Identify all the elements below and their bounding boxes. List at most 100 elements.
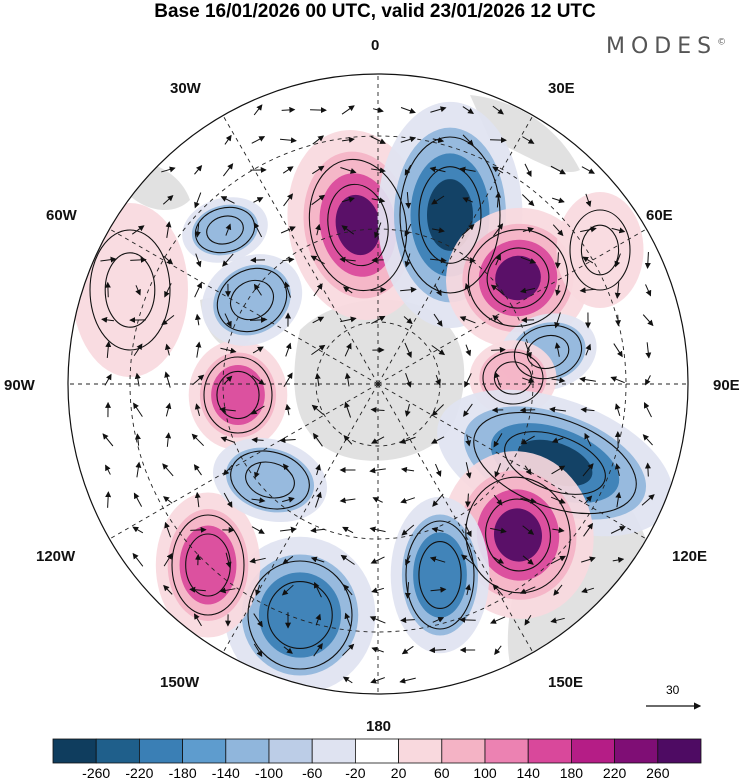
colorbar-swatch	[311, 738, 356, 764]
wind-arrow	[399, 436, 416, 444]
wind-arrow	[585, 343, 592, 356]
wind-arrow	[400, 136, 417, 143]
lon-label-180: 180	[366, 718, 392, 735]
wind-arrow	[283, 646, 293, 654]
wind-arrow	[249, 557, 266, 564]
contour-line	[486, 247, 550, 309]
wind-arrow	[494, 645, 502, 655]
wind-arrow	[579, 287, 596, 294]
wind-arrow	[370, 136, 386, 144]
wind-arrow	[315, 613, 322, 626]
wind-arrow	[435, 374, 441, 386]
wind-arrow	[552, 224, 564, 237]
wind-arrow	[645, 375, 651, 386]
wind-arrow	[283, 193, 294, 207]
colorbar-swatch	[95, 738, 140, 764]
wind-arrow	[371, 646, 384, 653]
colorbar-tick-label: -220	[125, 765, 154, 781]
wind-arrow	[432, 616, 445, 623]
wind-arrow	[431, 227, 445, 234]
contour-line	[104, 252, 156, 328]
anomaly-level	[72, 203, 188, 377]
wind-arrow	[340, 554, 355, 565]
wind-arrow	[492, 105, 504, 115]
wind-arrow	[522, 555, 534, 565]
wind-arrow	[190, 526, 207, 533]
wind-arrow	[222, 163, 234, 177]
colorbar-tick-label: 20	[390, 765, 407, 781]
wind-arrow	[370, 556, 385, 564]
wind-arrow	[312, 135, 325, 145]
wind-arrow	[615, 491, 622, 508]
wind-arrow	[370, 406, 385, 413]
wind-arrow	[521, 194, 535, 207]
wind-arrow	[255, 584, 261, 596]
colorbar-swatch	[484, 738, 529, 764]
wind-arrow	[522, 136, 535, 144]
wind-arrow	[282, 555, 294, 565]
wind-arrow	[162, 463, 174, 477]
colorbar-swatch	[657, 738, 702, 764]
wind-arrow	[312, 432, 323, 447]
wind-arrow	[104, 281, 111, 298]
wind-arrow	[130, 256, 147, 263]
wind-arrow	[493, 433, 503, 448]
wind-arrow	[520, 256, 537, 264]
wind-arrow	[311, 404, 324, 415]
wind-arrow	[253, 222, 263, 238]
wind-arrow	[581, 587, 595, 594]
wind-arrow	[161, 166, 176, 173]
wind-arrow	[340, 167, 357, 174]
wind-arrow	[312, 165, 325, 175]
wind-arrow	[493, 223, 504, 237]
wind-arrow	[194, 192, 202, 209]
wind-arrow	[403, 316, 413, 325]
wind-arrow	[551, 197, 565, 204]
wind-arrow	[102, 433, 114, 447]
wind-arrow	[161, 315, 175, 326]
colorbar-tick-label: -20	[345, 765, 366, 781]
wind-arrow	[132, 552, 144, 567]
wind-arrow	[285, 403, 291, 416]
wind-arrow	[279, 437, 296, 444]
wind-arrow	[369, 616, 386, 624]
wind-arrow	[404, 582, 411, 599]
colorbar-tick-label: -260	[82, 765, 111, 781]
wind-arrow	[253, 613, 263, 628]
wind-arrow	[315, 464, 321, 476]
wind-arrow	[164, 343, 171, 356]
brand-text: MODES	[606, 34, 718, 59]
wind-arrow	[401, 524, 415, 536]
wind-arrow	[430, 586, 447, 593]
wind-arrow	[254, 462, 262, 479]
colorbar-swatch	[268, 738, 313, 764]
wind-arrow	[101, 316, 114, 323]
wind-arrow	[344, 372, 351, 387]
wind-arrow	[641, 494, 655, 506]
wind-arrow	[315, 223, 321, 236]
anomaly-level	[213, 264, 291, 336]
wind-arrow	[464, 493, 471, 508]
wind-arrow	[524, 614, 532, 626]
contour-line	[171, 514, 245, 616]
wind-arrow	[281, 584, 294, 596]
anomaly-level	[413, 532, 467, 618]
contour-line	[308, 158, 408, 292]
contour-line	[245, 461, 295, 499]
wind-arrow	[371, 315, 386, 325]
colorbar-swatch	[398, 738, 443, 764]
wind-arrow	[429, 556, 446, 563]
wind-arrow	[105, 341, 112, 359]
contour-line	[513, 324, 583, 380]
wind-arrow	[522, 227, 535, 233]
wind-arrow	[431, 526, 444, 533]
wind-arrow	[582, 463, 594, 477]
lon-label-120w: 120W	[36, 548, 76, 565]
wind-arrow	[370, 677, 385, 684]
wind-arrow	[464, 523, 472, 538]
contour-line	[482, 351, 544, 405]
wind-arrow	[369, 467, 386, 474]
colorbar-swatch	[354, 738, 399, 764]
positive-anomaly	[188, 339, 288, 451]
